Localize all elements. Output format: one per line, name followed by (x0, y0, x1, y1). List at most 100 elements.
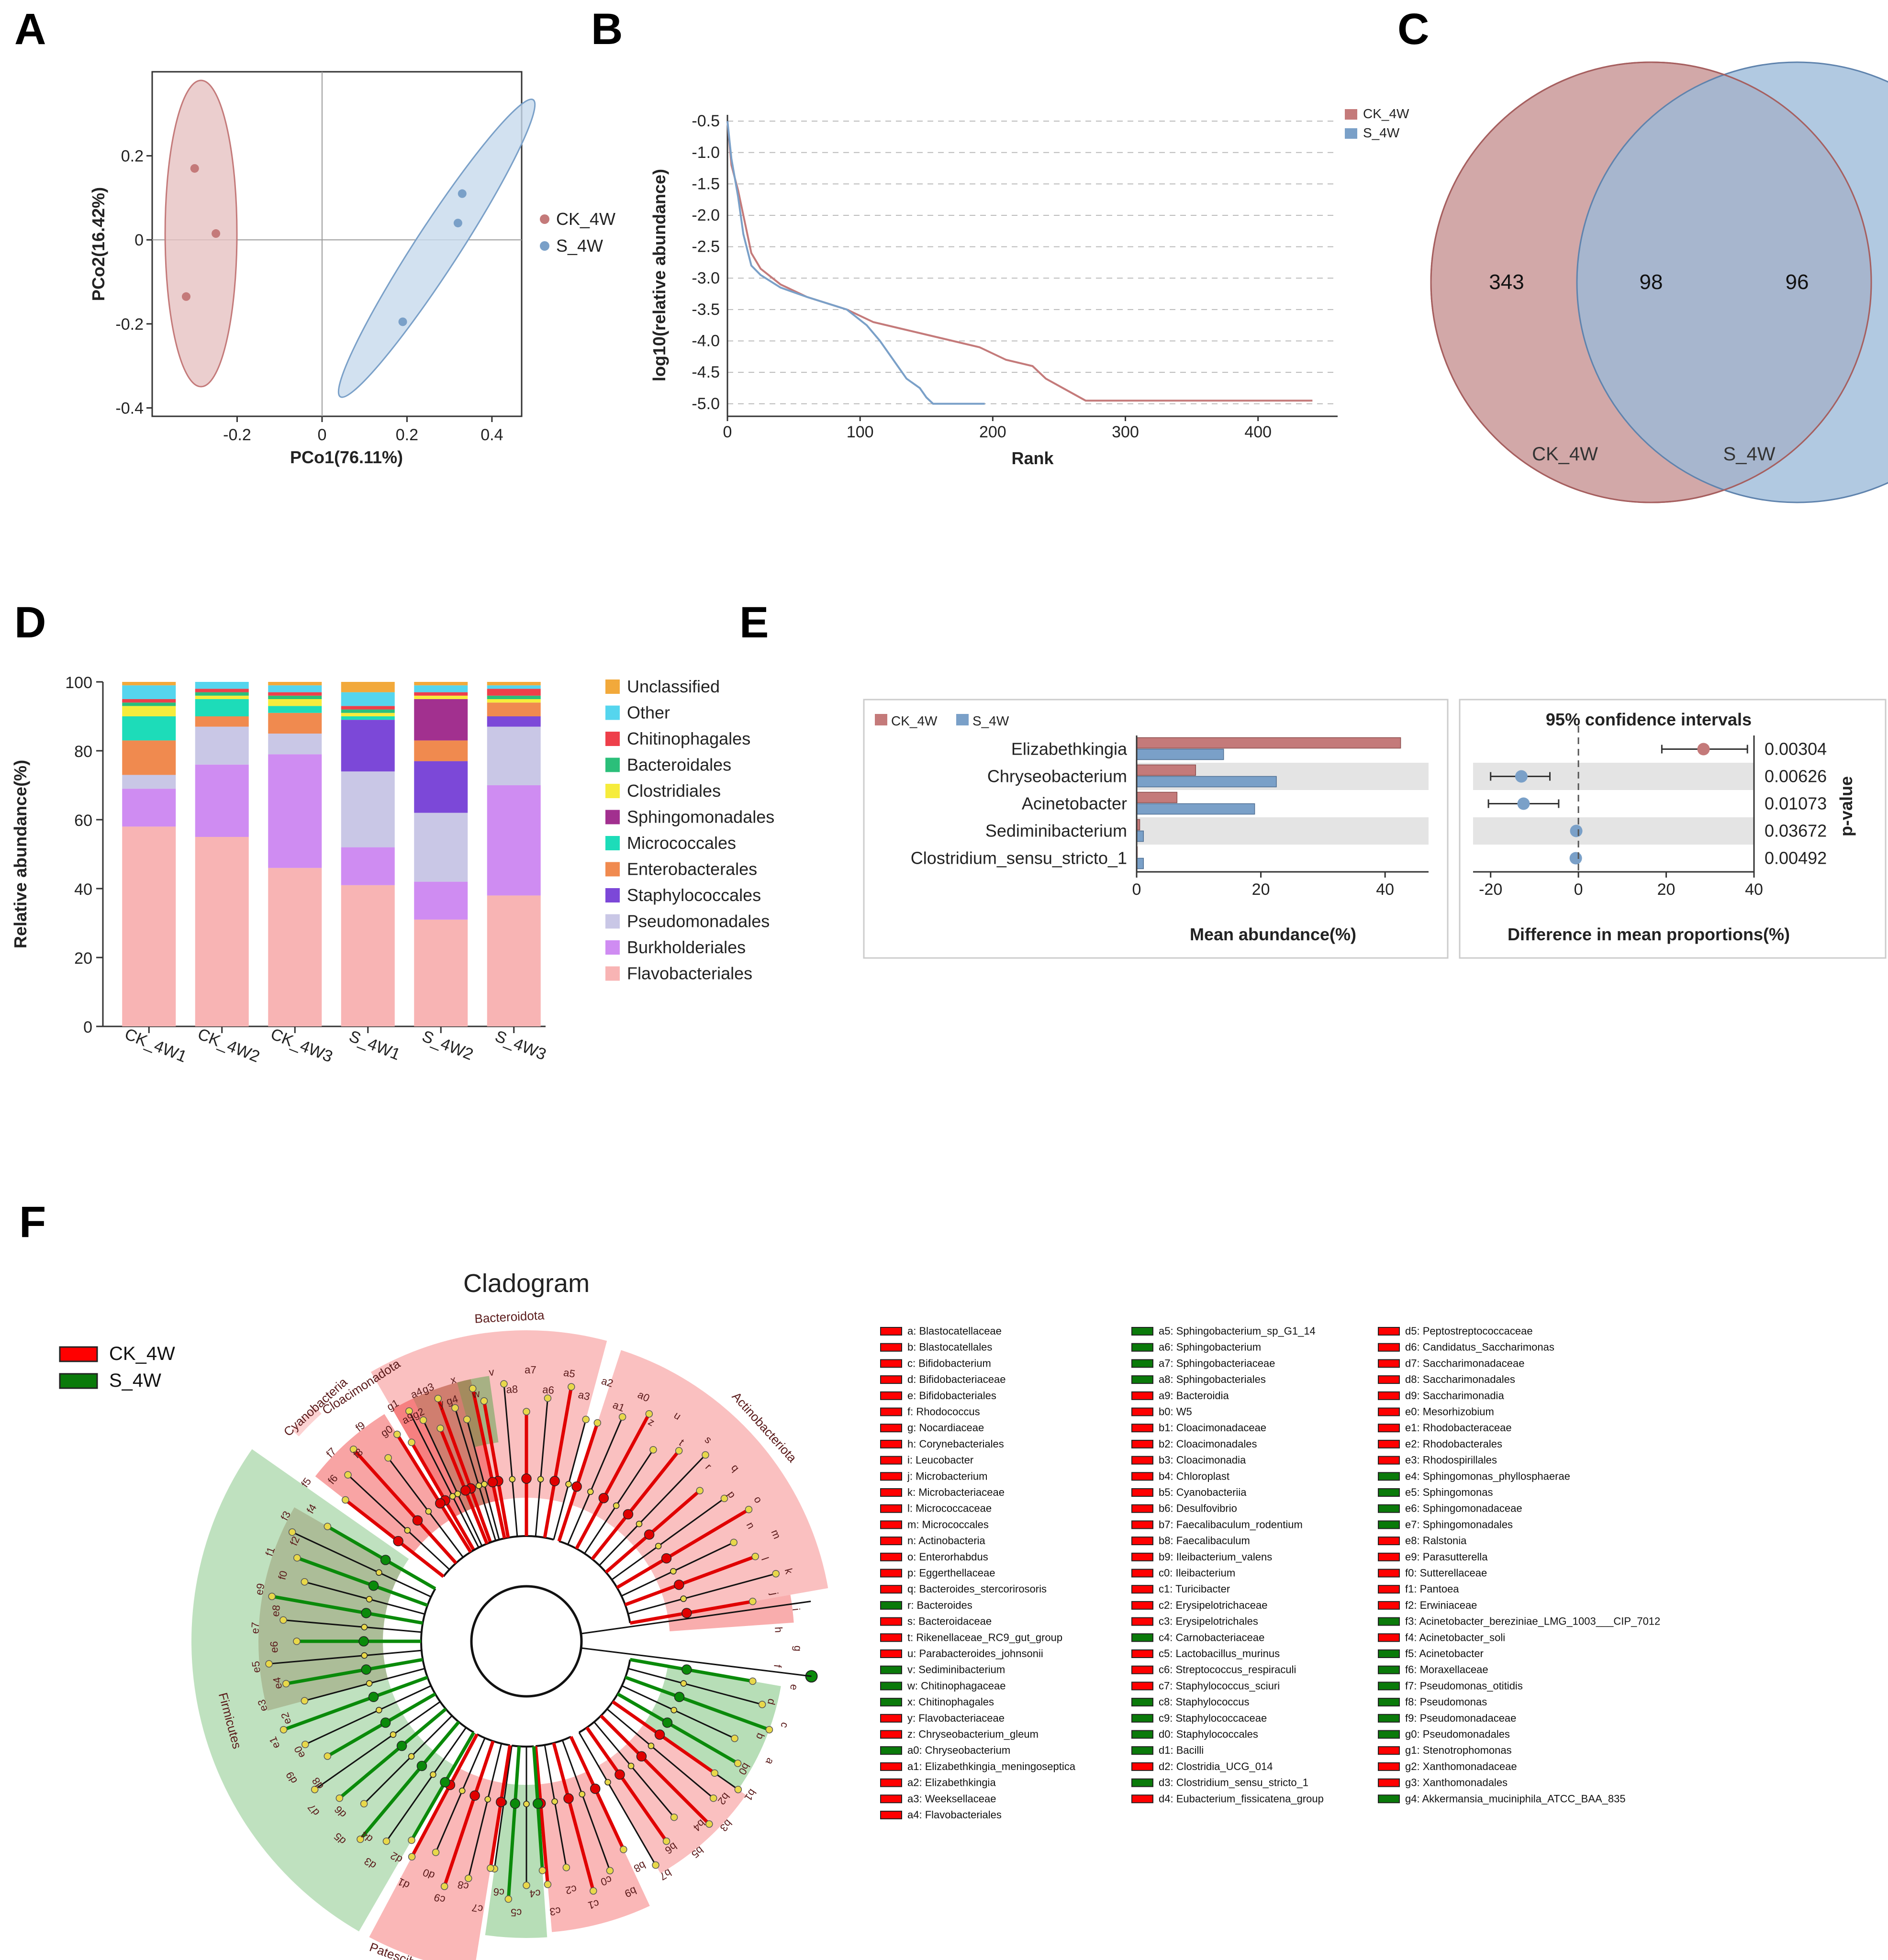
series-line-s (726, 121, 985, 405)
bar-segment (487, 695, 541, 699)
clade-sector-cloacimonadota (392, 1379, 497, 1517)
clade-label: w (470, 1387, 481, 1401)
key-swatch (880, 1617, 902, 1626)
legend-swatch (605, 966, 620, 981)
bar-segment (487, 702, 541, 716)
leaf-node (675, 1447, 683, 1455)
clade-node (361, 1664, 371, 1675)
data-point (181, 292, 190, 301)
branch (535, 1398, 548, 1537)
key-label: a6: Sphingobacterium (1159, 1341, 1261, 1353)
venn-diagram: 343 98 96 CK_4W S_4W (1430, 61, 1888, 503)
key-swatch (880, 1682, 902, 1691)
key-swatch (1131, 1569, 1153, 1578)
bar-segment (195, 837, 249, 1026)
key-swatch (1131, 1794, 1153, 1804)
clade-node (614, 1769, 625, 1780)
legend-swatch (59, 1373, 98, 1389)
key-swatch (1378, 1649, 1400, 1658)
clade-node (469, 1790, 480, 1801)
key-label: s: Bacteroidaceae (907, 1615, 992, 1627)
x-tick-label: 200 (979, 423, 1006, 441)
leaf-node (734, 1760, 742, 1767)
branch (359, 1721, 460, 1840)
key-swatch (1378, 1520, 1400, 1529)
y-axis-title: PCo2(16.42%) (89, 187, 108, 301)
branch-arc (578, 1701, 614, 1734)
bar-segment (414, 881, 468, 920)
key-swatch (1131, 1714, 1153, 1723)
key-swatch (1131, 1488, 1153, 1497)
key-label: c9: Staphylococcaceae (1159, 1712, 1267, 1724)
bar-segment (341, 771, 395, 847)
clade-label: d (765, 1697, 778, 1706)
branch (581, 1601, 811, 1635)
y-tick-label: 40 (74, 880, 92, 899)
branch-arc (559, 1540, 631, 1624)
branch-arc (612, 1659, 631, 1703)
key-swatch (1131, 1439, 1153, 1448)
bar-segment (195, 695, 249, 699)
bar-segment (414, 761, 468, 813)
y-tick-label: 0 (83, 1018, 92, 1036)
leaf-node (772, 1570, 780, 1578)
key-label: c6: Streptococcus_respiraculi (1159, 1664, 1296, 1676)
clade-node (565, 1481, 572, 1488)
leaf-node (500, 1380, 508, 1388)
leaf-node (279, 1726, 288, 1734)
leaf-node (730, 1538, 737, 1547)
key-label: z: Chryseobacterium_gleum (907, 1728, 1039, 1740)
leaf-node (645, 1410, 653, 1418)
venn-set-label: CK_4W (1532, 444, 1598, 465)
clade-label: a8 (506, 1383, 518, 1395)
leaf-node (702, 1451, 709, 1459)
data-point (458, 189, 467, 198)
leaf-node (324, 1752, 332, 1760)
bar-segment (122, 740, 176, 775)
key-swatch (1378, 1569, 1400, 1578)
key-swatch (880, 1746, 902, 1755)
leaf-node (562, 1863, 570, 1871)
clade-node (662, 1717, 673, 1728)
key-label: c4: Carnobacteriaceae (1159, 1631, 1264, 1643)
leaf-node (405, 1407, 413, 1415)
clade-node (408, 1753, 415, 1760)
clade-node (571, 1481, 582, 1492)
bar-segment (122, 706, 176, 716)
key-label: a7: Sphingobacteriaceae (1159, 1357, 1275, 1369)
leaf-node (293, 1554, 301, 1562)
legend-label: Flavobacteriales (627, 964, 752, 983)
clade-node (430, 1771, 436, 1778)
legend-label: S_4W (109, 1370, 161, 1391)
branch (387, 1457, 464, 1558)
x-axis-title: Mean abundance(%) (1190, 924, 1356, 944)
bar-segment (122, 699, 176, 703)
branch (506, 1746, 521, 1899)
bar-segment (414, 740, 468, 761)
bar-segment (414, 682, 468, 686)
clade-node (532, 1798, 543, 1809)
leaf-node (662, 1838, 670, 1845)
key-label: c2: Erysipelotrichaceae (1159, 1599, 1267, 1611)
branch (593, 1721, 675, 1818)
x-tick-label: CK_4W2 (195, 1025, 262, 1066)
leaf-node (745, 1505, 753, 1514)
leaf-node (384, 1454, 392, 1462)
branch (283, 1619, 422, 1633)
difference-point (1515, 770, 1528, 783)
leaf-node (265, 1660, 273, 1668)
leaf-node (301, 1578, 309, 1586)
venn-set-label: S_4W (1723, 444, 1776, 465)
bar-ck (1136, 737, 1401, 749)
bar-segment (268, 754, 322, 868)
key-swatch (1378, 1585, 1400, 1594)
bar-segment (195, 764, 249, 837)
clade-sector (539, 1771, 650, 1932)
key-label: d3: Clostridium_sensu_stricto_1 (1159, 1777, 1308, 1789)
key-label: w: Chitinophagaceae (907, 1680, 1005, 1692)
key-label: a8: Sphingobacteriales (1159, 1373, 1266, 1385)
venn-circle-s (1576, 61, 1888, 503)
leaf-node (393, 1430, 401, 1438)
key-swatch (1131, 1456, 1153, 1465)
clade-label: j (768, 1591, 781, 1596)
